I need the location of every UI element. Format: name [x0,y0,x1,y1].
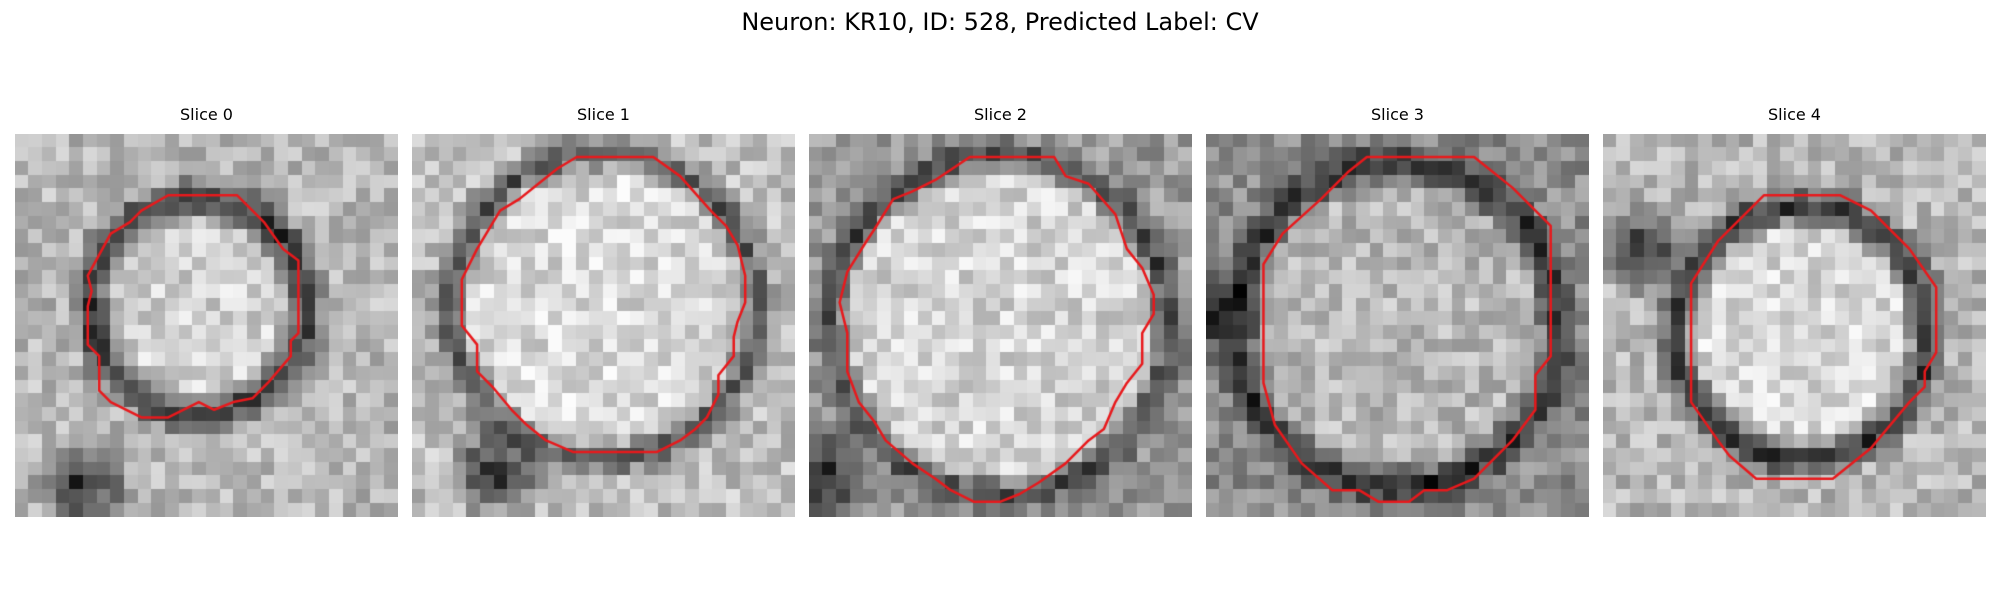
panel-title: Slice 2 [974,105,1027,124]
panel-slice-4: Slice 4 [1603,105,1986,517]
figure-title: Neuron: KR10, ID: 528, Predicted Label: … [741,8,1259,36]
panel-slice-2: Slice 2 [809,105,1192,517]
panel-title: Slice 1 [577,105,630,124]
slice-image [15,134,398,517]
slice-image [1603,134,1986,517]
panel-slice-1: Slice 1 [412,105,795,517]
panel-slice-0: Slice 0 [15,105,398,517]
slice-image [1206,134,1589,517]
slice-image [809,134,1192,517]
panel-title: Slice 3 [1371,105,1424,124]
slice-image [412,134,795,517]
panel-title: Slice 4 [1768,105,1821,124]
panel-title: Slice 0 [180,105,233,124]
panel-slice-3: Slice 3 [1206,105,1589,517]
